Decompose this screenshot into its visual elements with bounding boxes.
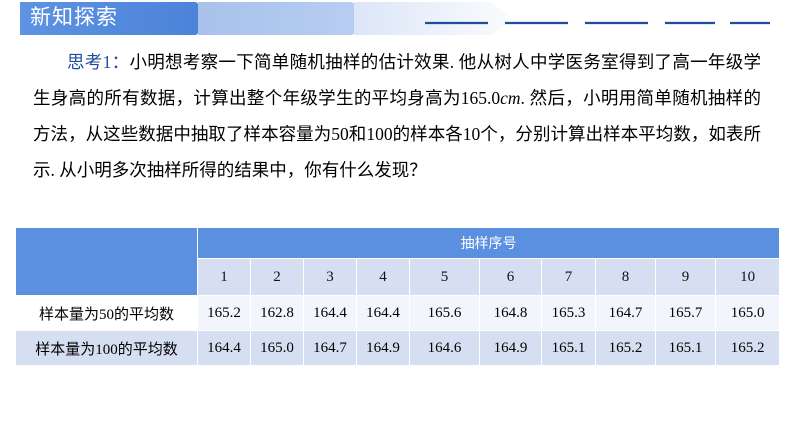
table-row: 样本量为100的平均数 164.4 165.0 164.7 164.9 164.…	[15, 330, 781, 366]
col-header-10: 10	[714, 258, 781, 296]
table-header-row-columns: 1 2 3 4 5 6 7 8 9 10	[16, 258, 781, 296]
cell-s100-8: 165.2	[595, 330, 656, 366]
col-header-9: 9	[655, 258, 716, 296]
row-label-sample100: 样本量为100的平均数	[15, 330, 198, 366]
cell-s100-6: 164.9	[479, 330, 542, 366]
cell-s50-9: 165.7	[655, 295, 716, 331]
col-header-3: 3	[303, 258, 357, 296]
question-body-part2: . 然后，小明用简单随机抽样的方法，从这些数据中抽取了样本容量为50和100的样…	[33, 88, 762, 180]
cell-s100-3: 164.7	[303, 330, 357, 366]
cell-s100-9: 165.1	[655, 330, 716, 366]
cell-s100-10: 165.2	[714, 330, 781, 366]
col-header-1: 1	[197, 258, 251, 296]
col-header-7: 7	[541, 258, 596, 296]
cell-s100-2: 165.0	[250, 330, 304, 366]
table-row: 样本量为50的平均数 165.2 162.8 164.4 164.4 165.6…	[15, 295, 781, 331]
banner-chevrons	[20, 2, 770, 35]
col-header-6: 6	[479, 258, 542, 296]
cell-s50-4: 164.4	[356, 295, 410, 331]
cell-s100-1: 164.4	[197, 330, 251, 366]
question-body-part1: 小明想考察一下简单随机抽样的估计效果. 他从树人中学医务室得到了高一年级学生身高…	[33, 52, 762, 108]
col-header-5: 5	[409, 258, 480, 296]
section-banner: 新知探索	[0, 0, 794, 38]
row-label-sample50: 样本量为50的平均数	[15, 295, 198, 331]
table-header-row-group: 抽样序号	[15, 227, 781, 296]
cell-s50-7: 165.3	[541, 295, 596, 331]
cell-s50-8: 164.7	[595, 295, 656, 331]
cell-s100-5: 164.6	[409, 330, 480, 366]
col-header-2: 2	[250, 258, 304, 296]
sample-means-table-wrapper: 抽样序号 1 2 3 4 5 6 7 8 9 10 样本量为50的平均数 165…	[15, 227, 781, 366]
banner-title: 新知探索	[30, 6, 118, 29]
cell-s50-1: 165.2	[197, 295, 251, 331]
table-group-header: 抽样序号	[196, 227, 781, 259]
sample-means-table: 抽样序号 1 2 3 4 5 6 7 8 9 10 样本量为50的平均数 165…	[15, 227, 781, 366]
cell-s50-3: 164.4	[303, 295, 357, 331]
cell-s50-6: 164.8	[479, 295, 542, 331]
col-header-4: 4	[356, 258, 410, 296]
cell-s50-5: 165.6	[409, 295, 480, 331]
col-header-8: 8	[595, 258, 656, 296]
unit-cm: cm	[500, 88, 521, 108]
question-label: 思考1：	[67, 52, 130, 72]
cell-s100-4: 164.9	[356, 330, 410, 366]
table-corner-cell	[15, 227, 198, 296]
question-paragraph: 思考1：小明想考察一下简单随机抽样的估计效果. 他从树人中学医务室得到了高一年级…	[33, 44, 761, 188]
cell-s50-2: 162.8	[250, 295, 304, 331]
cell-s100-7: 165.1	[541, 330, 596, 366]
cell-s50-10: 165.0	[714, 295, 781, 331]
